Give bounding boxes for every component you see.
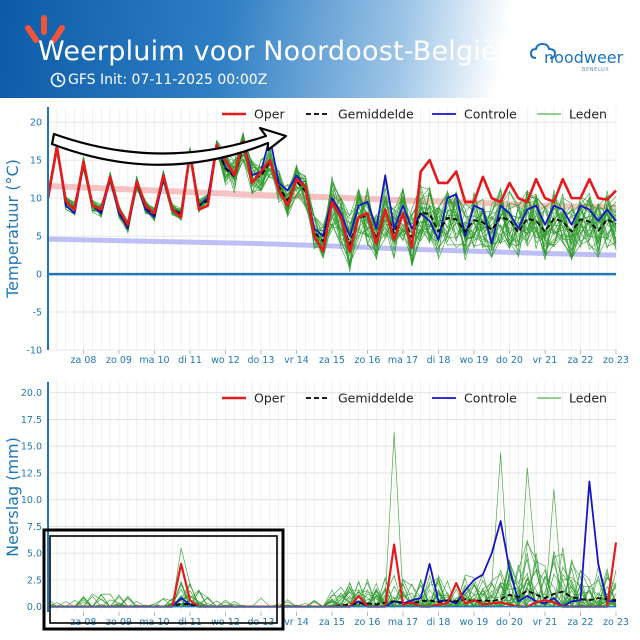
highlight-box [42, 528, 285, 631]
clock-icon [50, 72, 66, 88]
x-tick-label: wo 12 [211, 355, 240, 366]
annotation-overlay [42, 126, 288, 631]
x-tick-label: di 11 [178, 355, 202, 366]
y-tick-label: 10 [30, 194, 42, 205]
climate-band-lower [47, 236, 617, 258]
x-tick-label: zo 16 [355, 617, 381, 628]
cloud-logo-icon [530, 42, 556, 59]
x-tick-label: zo 16 [355, 355, 381, 366]
legend-mean-label: Gemiddelde [338, 107, 414, 122]
y-tick-label: 5.0 [27, 549, 42, 560]
x-tick-label: ma 10 [139, 355, 169, 366]
series-oper-line [46, 139, 617, 253]
x-tick-label: zo 09 [106, 355, 132, 366]
x-tick-label: zo 23 [603, 355, 629, 366]
header-banner: Weerpluim voor Noordoost-België GFS Init… [0, 0, 640, 98]
x-tick-label: za 22 [568, 355, 594, 366]
legend-oper-label: Oper [254, 391, 285, 406]
y-tick-label: 10.0 [21, 495, 42, 506]
trend-arrow-icon [50, 126, 288, 166]
x-tick-label: di 18 [427, 355, 451, 366]
y-tick-label: 20.0 [21, 388, 42, 399]
y-tick-label: 20 [30, 118, 42, 129]
y-tick-label: -10 [26, 346, 42, 357]
x-tick-label: ma 17 [388, 355, 418, 366]
y-tick-label: 0.0 [27, 602, 42, 613]
legend-control-label: Controle [464, 107, 517, 122]
sun-logo-icon [25, 15, 65, 43]
legend-mean-label: Gemiddelde [338, 391, 414, 406]
x-tick-label: za 15 [319, 617, 345, 628]
y-tick-label: -5 [33, 308, 42, 319]
init-time-label: GFS Init: 07-11-2025 00:00Z [68, 72, 268, 88]
legend-members-label: Leden [569, 107, 607, 122]
x-tick-label: za 15 [319, 355, 345, 366]
x-tick-label: ma 17 [388, 617, 418, 628]
brand-sub: BENELUX [582, 67, 610, 73]
y-tick-label: 12.5 [21, 468, 42, 479]
legend-oper-label: Oper [254, 107, 285, 122]
x-tick-label: do 13 [248, 355, 275, 366]
x-tick-label: za 22 [568, 617, 594, 628]
y-axis-label: Neerslag (mm) [3, 437, 22, 557]
y-axis-label: Temperatuur (°C) [3, 159, 22, 299]
y-tick-label: 15.0 [21, 442, 42, 453]
legend-members-label: Leden [569, 391, 607, 406]
brand-name: noodweer [544, 48, 624, 67]
highlight-box-inner [49, 535, 278, 624]
brand-logo: noodweer BENELUX [530, 42, 624, 76]
page-title: Weerpluim voor Noordoost-België [38, 36, 498, 67]
y-tick-label: 5 [36, 232, 42, 243]
temperature-chart: -10 -5 0 5 10 15 20 za 08 zo 09 ma 10 di 11 wo 12 do… [3, 107, 629, 367]
y-tick-label: 17.5 [21, 415, 42, 426]
x-tick-label: vr 14 [284, 617, 309, 628]
x-tick-label: vr 14 [284, 355, 309, 366]
x-tick-label: za 08 [71, 355, 97, 366]
y-tick-label: 2.5 [27, 575, 42, 586]
x-tick-label: zo 23 [603, 617, 629, 628]
y-tick-label: 7.5 [27, 522, 42, 533]
x-tick-label: vr 21 [533, 355, 558, 366]
y-tick-label: 15 [30, 156, 42, 167]
x-tick-label: wo 19 [460, 355, 489, 366]
precipitation-chart: 0.02.55.07.510.012.515.017.520.0za 08 zo … [3, 382, 629, 628]
x-tick-label: di 18 [427, 617, 451, 628]
x-tick-label: vr 21 [533, 617, 558, 628]
legend-control-label: Controle [464, 391, 517, 406]
x-tick-label: do 20 [496, 617, 523, 628]
x-tick-label: do 20 [496, 355, 523, 366]
x-tick-label: wo 19 [460, 617, 489, 628]
y-tick-label: 0 [36, 270, 42, 281]
